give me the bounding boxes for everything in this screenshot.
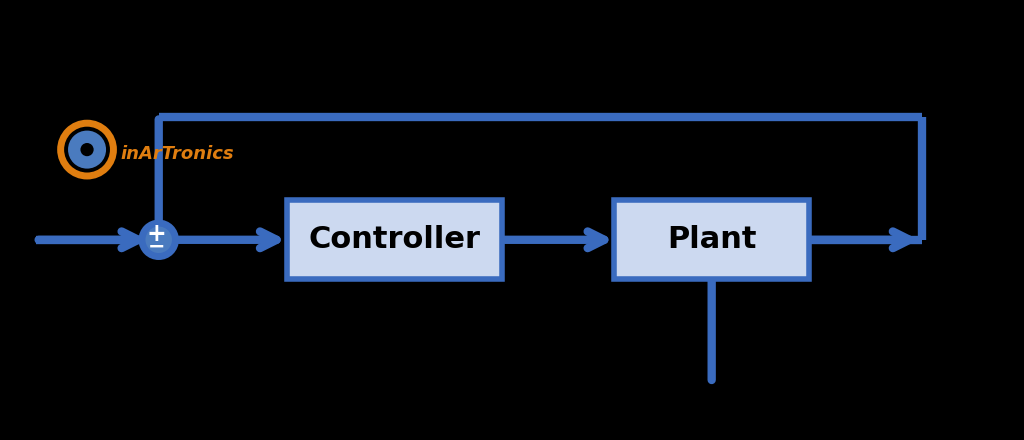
Circle shape bbox=[81, 143, 93, 156]
FancyBboxPatch shape bbox=[614, 200, 809, 279]
Circle shape bbox=[68, 131, 106, 169]
Text: Plant: Plant bbox=[667, 225, 757, 254]
Text: −: − bbox=[148, 236, 166, 256]
FancyBboxPatch shape bbox=[287, 200, 502, 279]
Circle shape bbox=[142, 223, 175, 257]
Text: +: + bbox=[146, 222, 167, 246]
Text: Controller: Controller bbox=[308, 225, 480, 254]
Text: inArTronics: inArTronics bbox=[120, 145, 233, 162]
